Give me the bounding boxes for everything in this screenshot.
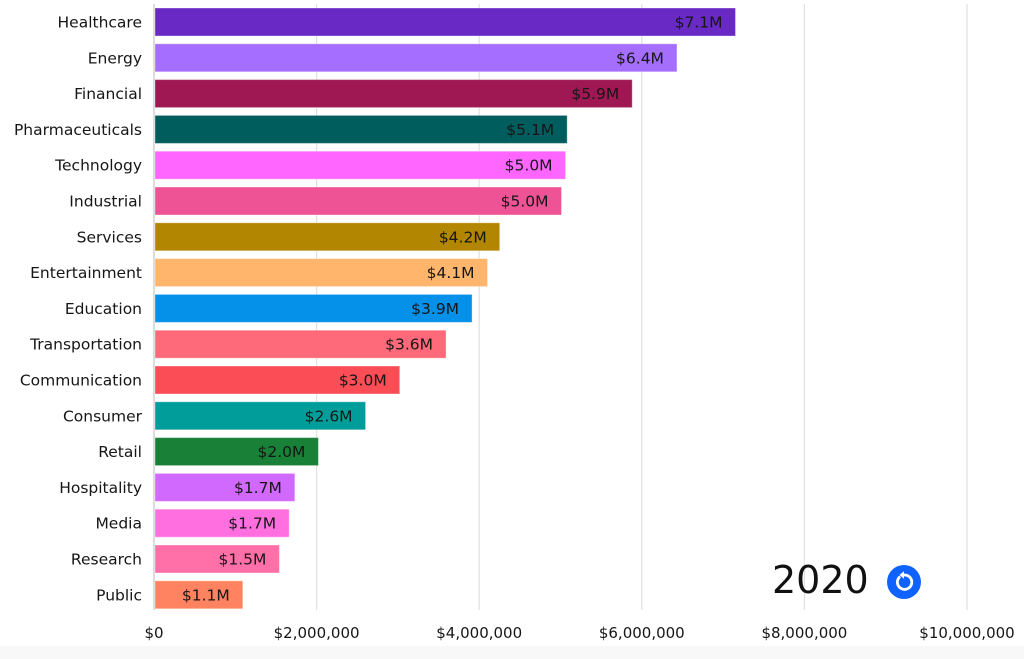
value-label: $1.1M — [182, 586, 230, 604]
x-tick-label: $2,000,000 — [274, 624, 360, 642]
value-label: $5.0M — [501, 193, 549, 211]
category-label: Services — [77, 228, 142, 246]
bar — [154, 329, 447, 359]
value-label: $4.1M — [427, 264, 475, 282]
bar — [154, 7, 736, 37]
category-label: Public — [96, 586, 142, 604]
value-label: $1.7M — [228, 515, 276, 533]
value-label: $1.5M — [218, 551, 266, 569]
bar — [154, 258, 489, 288]
category-label: Industrial — [69, 193, 142, 211]
value-label: $5.0M — [505, 157, 553, 175]
value-label: $3.6M — [385, 336, 433, 354]
category-label: Hospitality — [59, 479, 142, 497]
footer-band — [0, 646, 1024, 659]
value-label: $2.0M — [258, 443, 306, 461]
x-tick-label: $0 — [144, 624, 163, 642]
year-label: 2020 — [772, 558, 869, 602]
x-tick-label: $6,000,000 — [599, 624, 685, 642]
bar — [154, 186, 562, 216]
bar — [154, 79, 633, 109]
bar — [154, 401, 367, 431]
value-label: $3.9M — [411, 300, 459, 318]
category-label: Financial — [74, 85, 142, 103]
category-label: Communication — [20, 372, 142, 390]
category-label: Healthcare — [58, 14, 143, 32]
x-tick-label: $4,000,000 — [436, 624, 522, 642]
bar — [154, 43, 678, 73]
value-label: $1.7M — [234, 479, 282, 497]
bar — [154, 437, 319, 467]
category-label: Retail — [98, 443, 142, 461]
x-tick-label: $8,000,000 — [761, 624, 847, 642]
x-tick-label: $10,000,000 — [919, 624, 1014, 642]
category-label: Research — [71, 551, 142, 569]
bar — [154, 365, 401, 395]
bar — [154, 293, 473, 323]
replay-icon — [896, 571, 914, 591]
bar — [154, 544, 280, 574]
category-label: Media — [95, 515, 142, 533]
bar — [154, 472, 296, 502]
bar — [154, 114, 568, 144]
value-label: $4.2M — [439, 228, 487, 246]
value-label: $2.6M — [305, 407, 353, 425]
bar — [154, 580, 244, 610]
category-label: Entertainment — [30, 264, 142, 282]
value-label: $5.1M — [506, 121, 554, 139]
value-label: $6.4M — [616, 49, 664, 67]
bar — [154, 222, 501, 252]
value-label: $3.0M — [339, 372, 387, 390]
category-label: Transportation — [29, 336, 142, 354]
value-label: $7.1M — [675, 14, 723, 32]
replay-button[interactable] — [887, 565, 921, 599]
category-label: Technology — [54, 157, 142, 175]
category-label: Consumer — [63, 407, 143, 425]
category-label: Education — [65, 300, 142, 318]
bar — [154, 508, 290, 538]
value-label: $5.9M — [571, 85, 619, 103]
category-label: Energy — [88, 49, 142, 67]
bar — [154, 150, 567, 180]
category-label: Pharmaceuticals — [14, 121, 142, 139]
